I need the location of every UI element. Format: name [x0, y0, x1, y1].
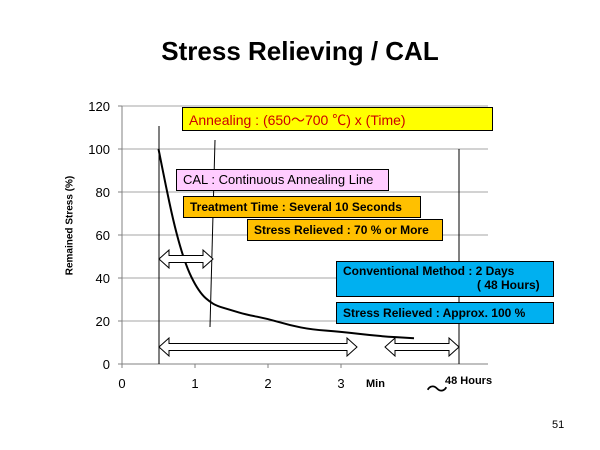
y-tick-label: 60: [96, 228, 110, 243]
y-tick-label: 20: [96, 314, 110, 329]
short-range-arrow: [158, 336, 358, 358]
min-label: Min: [366, 378, 385, 390]
page-title: Stress Relieving / CAL: [161, 36, 439, 66]
cal-duration-arrow: [158, 248, 214, 270]
page-number: 51: [552, 419, 565, 431]
conventional-method-note: Conventional Method : 2 Days ( 48 Hours): [336, 261, 554, 297]
stress-curve: [157, 148, 415, 340]
conventional-line-2: ( 48 Hours): [477, 278, 540, 292]
hours-range-arrow: [384, 336, 460, 358]
x-tick-label: 1: [191, 376, 198, 391]
y-tick-label: 100: [88, 142, 110, 157]
annealing-note: Annealing : (650～700 ℃) x (Time): [182, 107, 493, 131]
conventional-stress-relieved-note: Stress Relieved : Approx. 100 %: [336, 302, 554, 324]
y-tick-label: 0: [103, 357, 110, 372]
x-tick-label: 2: [264, 376, 271, 391]
treatment-time-note: Treatment Time : Several 10 Seconds: [183, 196, 421, 218]
y-tick-label: 40: [96, 271, 110, 286]
y-tick-label: 80: [96, 185, 110, 200]
x-tick-label: 0: [118, 376, 125, 391]
cal-stress-relieved-note: Stress Relieved : 70 % or More: [247, 219, 443, 241]
x-tick-label: 3: [337, 376, 344, 391]
hours-label: 48 Hours: [445, 375, 493, 387]
y-tick-label: 120: [88, 99, 110, 114]
conventional-line-1: Conventional Method : 2 Days: [343, 264, 515, 278]
tilde-symbol: ～: [426, 377, 449, 402]
cal-note: CAL : Continuous Annealing Line: [176, 169, 389, 191]
